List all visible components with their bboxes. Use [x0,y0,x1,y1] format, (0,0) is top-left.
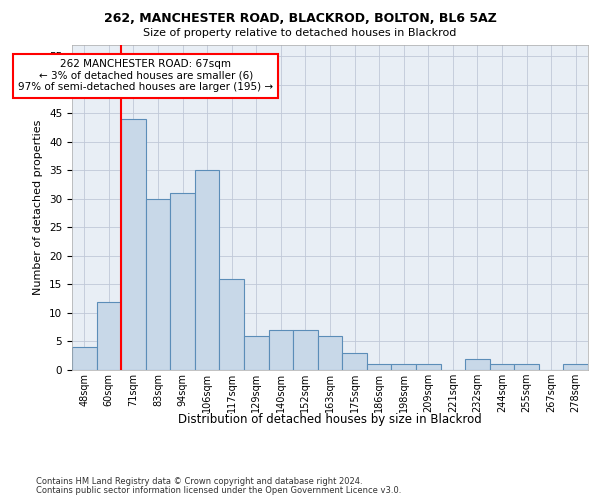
Bar [563,364,588,370]
Bar [293,330,318,370]
Bar [514,364,539,370]
Text: Distribution of detached houses by size in Blackrod: Distribution of detached houses by size … [178,412,482,426]
Bar [220,279,244,370]
Bar [367,364,391,370]
Bar [391,364,416,370]
Bar [342,353,367,370]
Bar [170,193,195,370]
Bar [490,364,514,370]
Bar [465,358,490,370]
Bar [72,347,97,370]
Bar [195,170,220,370]
Text: Contains HM Land Registry data © Crown copyright and database right 2024.: Contains HM Land Registry data © Crown c… [36,477,362,486]
Text: Size of property relative to detached houses in Blackrod: Size of property relative to detached ho… [143,28,457,38]
Y-axis label: Number of detached properties: Number of detached properties [34,120,43,295]
Bar [318,336,342,370]
Bar [97,302,121,370]
Bar [269,330,293,370]
Text: 262 MANCHESTER ROAD: 67sqm
← 3% of detached houses are smaller (6)
97% of semi-d: 262 MANCHESTER ROAD: 67sqm ← 3% of detac… [18,60,273,92]
Text: Contains public sector information licensed under the Open Government Licence v3: Contains public sector information licen… [36,486,401,495]
Bar [121,119,146,370]
Bar [244,336,269,370]
Bar [416,364,440,370]
Bar [146,199,170,370]
Text: 262, MANCHESTER ROAD, BLACKROD, BOLTON, BL6 5AZ: 262, MANCHESTER ROAD, BLACKROD, BOLTON, … [104,12,496,26]
